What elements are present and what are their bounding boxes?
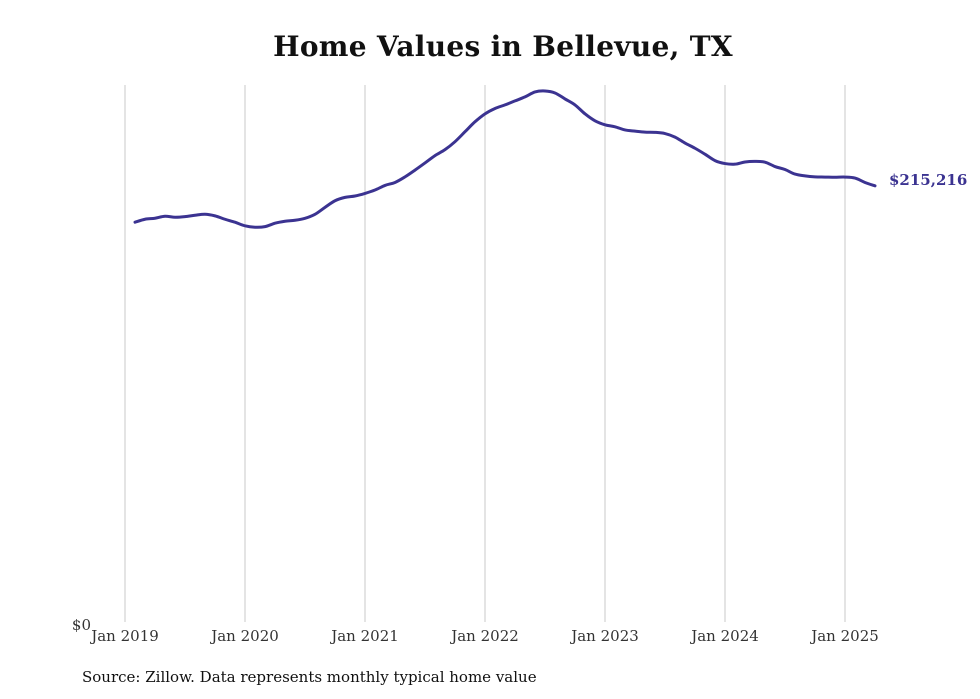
x-tick-label: Jan 2020 — [209, 627, 279, 645]
series-layer: $215,216 — [133, 89, 967, 229]
x-tick-label: Jan 2021 — [329, 627, 399, 645]
series-line — [133, 89, 877, 229]
end-value-label: $215,216 — [889, 171, 967, 189]
axis-labels: Jan 2019 Jan 2020 Jan 2021 Jan 2022 Jan 2023… — [72, 616, 879, 645]
x-tick-label: Jan 2023 — [569, 627, 639, 645]
source-note: Source: Zillow. Data represents monthly … — [82, 668, 537, 686]
x-tick-label: Jan 2022 — [449, 627, 519, 645]
x-tick-label: Jan 2024 — [689, 627, 759, 645]
grid-lines — [124, 85, 846, 622]
x-tick-label: Jan 2019 — [89, 627, 159, 645]
chart-title: Home Values in Bellevue, TX — [273, 30, 733, 63]
y-tick-label: $0 — [72, 616, 91, 634]
x-tick-label: Jan 2025 — [809, 627, 879, 645]
